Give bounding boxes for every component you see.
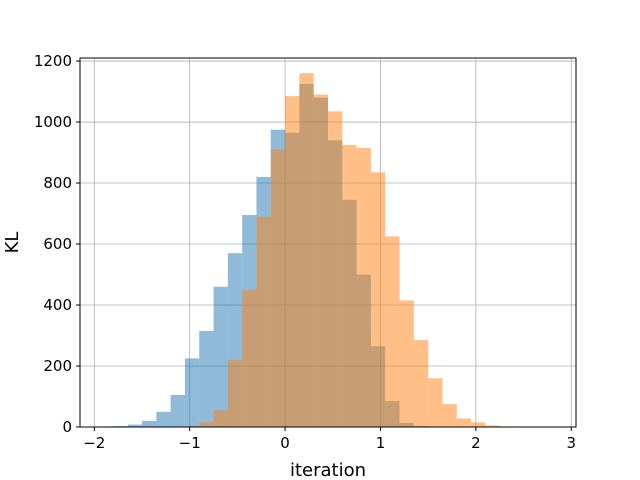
histogram-bar-series-2: [471, 422, 486, 427]
histogram-bar-series-1: [170, 394, 185, 427]
histogram-bar-series-2: [428, 378, 443, 427]
y-tick-label: 600: [43, 235, 72, 253]
histogram-bar-series-2: [413, 340, 429, 427]
histogram-bar-series-2: [385, 236, 400, 427]
histogram-bar-series-1: [156, 411, 171, 427]
x-tick-label: −1: [179, 434, 201, 452]
histogram-bar-series-2: [485, 425, 500, 427]
histogram-bar-series-2: [285, 96, 300, 427]
plot-frame: [79, 57, 577, 428]
histogram-bar-series-2: [342, 144, 357, 428]
x-axis-label: iteration: [290, 460, 366, 480]
histogram-bar-series-2: [227, 359, 243, 427]
histogram-bar-series-2: [442, 404, 457, 427]
histogram-bar-series-2: [270, 149, 286, 427]
y-tick-label: 200: [43, 357, 72, 375]
histogram-bar-series-2: [213, 410, 228, 427]
histogram-bar-series-1: [213, 286, 228, 427]
histogram-bar-series-2: [370, 172, 386, 427]
axis-ticks: −2 −1 0 1 2 3 0 200 400 600 800 1000 1200: [34, 52, 576, 452]
histogram-bar-series-2: [256, 216, 271, 427]
x-tick-label: 3: [566, 434, 576, 452]
x-tick-label: 2: [471, 434, 481, 452]
histogram-bars: [99, 73, 543, 428]
x-tick-label: 1: [376, 434, 386, 452]
histogram-bar-series-1: [142, 420, 157, 427]
y-tick-label: 800: [43, 174, 72, 192]
y-tick-label: 400: [43, 296, 72, 314]
histogram-bar-series-1: [184, 358, 200, 427]
y-tick-label: 1200: [34, 52, 72, 70]
x-tick-label: 0: [280, 434, 290, 452]
histogram-bar-series-2: [356, 147, 371, 427]
x-tick-label: −2: [83, 434, 105, 452]
y-tick-label: 0: [62, 418, 72, 436]
histogram-bar-series-1: [199, 330, 214, 427]
y-axis-label: KL: [2, 232, 23, 254]
y-tick-label: 1000: [34, 113, 72, 131]
histogram-bar-series-2: [299, 73, 314, 428]
histogram-bar-series-2: [399, 300, 414, 427]
histogram-bar-series-2: [242, 289, 257, 427]
histogram-bar-series-2: [313, 94, 328, 428]
histogram-bar-series-1: [127, 424, 142, 427]
histogram-bar-series-2: [328, 111, 343, 427]
histogram-bar-series-2: [456, 418, 472, 427]
histogram-bar-series-2: [199, 422, 214, 427]
